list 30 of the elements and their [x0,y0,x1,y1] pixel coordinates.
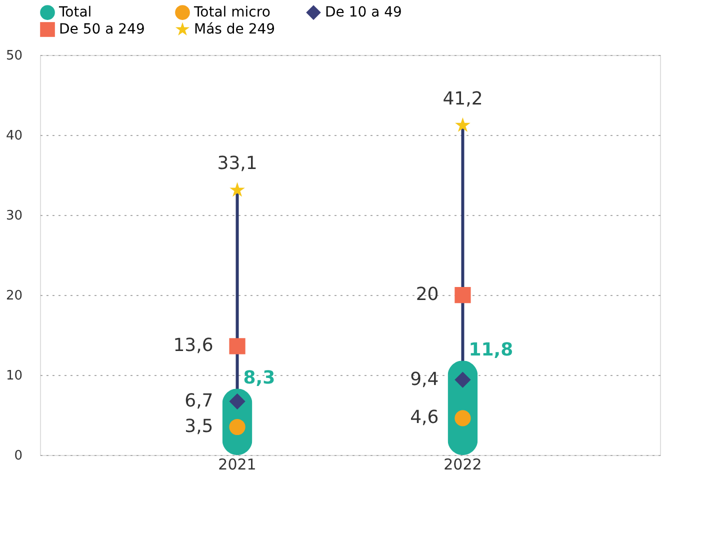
x-tick-label: 2022 [444,456,482,474]
legend-label: Total micro [193,4,270,21]
data-label: 6,7 [184,390,214,412]
data-label: 8,3 [243,368,276,389]
legend-label: Más de 249 [194,22,276,38]
point [454,410,471,426]
point [455,117,470,132]
data-label: 13,6 [173,335,214,356]
y-tick-label: 0 [14,448,22,464]
y-tick-label: 30 [6,208,22,224]
y-tick-label: 50 [6,48,22,64]
y-tick-label: 20 [6,288,22,304]
legend-label: De 50 a 249 [59,22,145,38]
data-label: 9,4 [410,368,439,390]
point [454,372,471,388]
x-tick-label: 2021 [218,456,256,474]
point [229,393,246,410]
data-label: 41,2 [442,88,483,110]
point [454,286,471,304]
legend-label: Total [58,4,92,21]
data-label: 3,5 [184,416,214,437]
data-label: 11,8 [468,340,514,361]
y-tick-label: 10 [6,368,22,384]
data-label: 20 [416,284,439,305]
point [230,182,245,197]
legend-label: De 10 a 49 [325,4,402,21]
data-label: 33,1 [217,153,258,174]
y-tick-label: 40 [6,128,22,144]
point [229,338,246,354]
data-label: 4,6 [410,407,439,428]
